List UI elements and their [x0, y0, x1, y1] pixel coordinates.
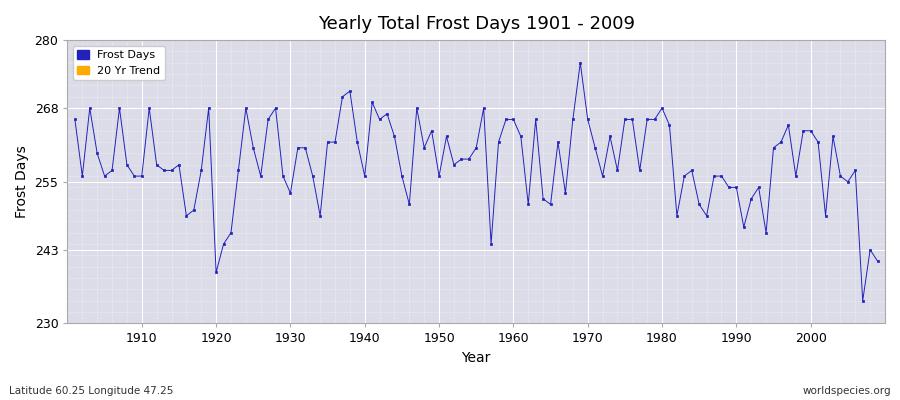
Y-axis label: Frost Days: Frost Days: [15, 145, 29, 218]
Legend: Frost Days, 20 Yr Trend: Frost Days, 20 Yr Trend: [73, 46, 165, 80]
Text: Latitude 60.25 Longitude 47.25: Latitude 60.25 Longitude 47.25: [9, 386, 174, 396]
X-axis label: Year: Year: [462, 351, 490, 365]
Title: Yearly Total Frost Days 1901 - 2009: Yearly Total Frost Days 1901 - 2009: [318, 15, 634, 33]
Text: worldspecies.org: worldspecies.org: [803, 386, 891, 396]
